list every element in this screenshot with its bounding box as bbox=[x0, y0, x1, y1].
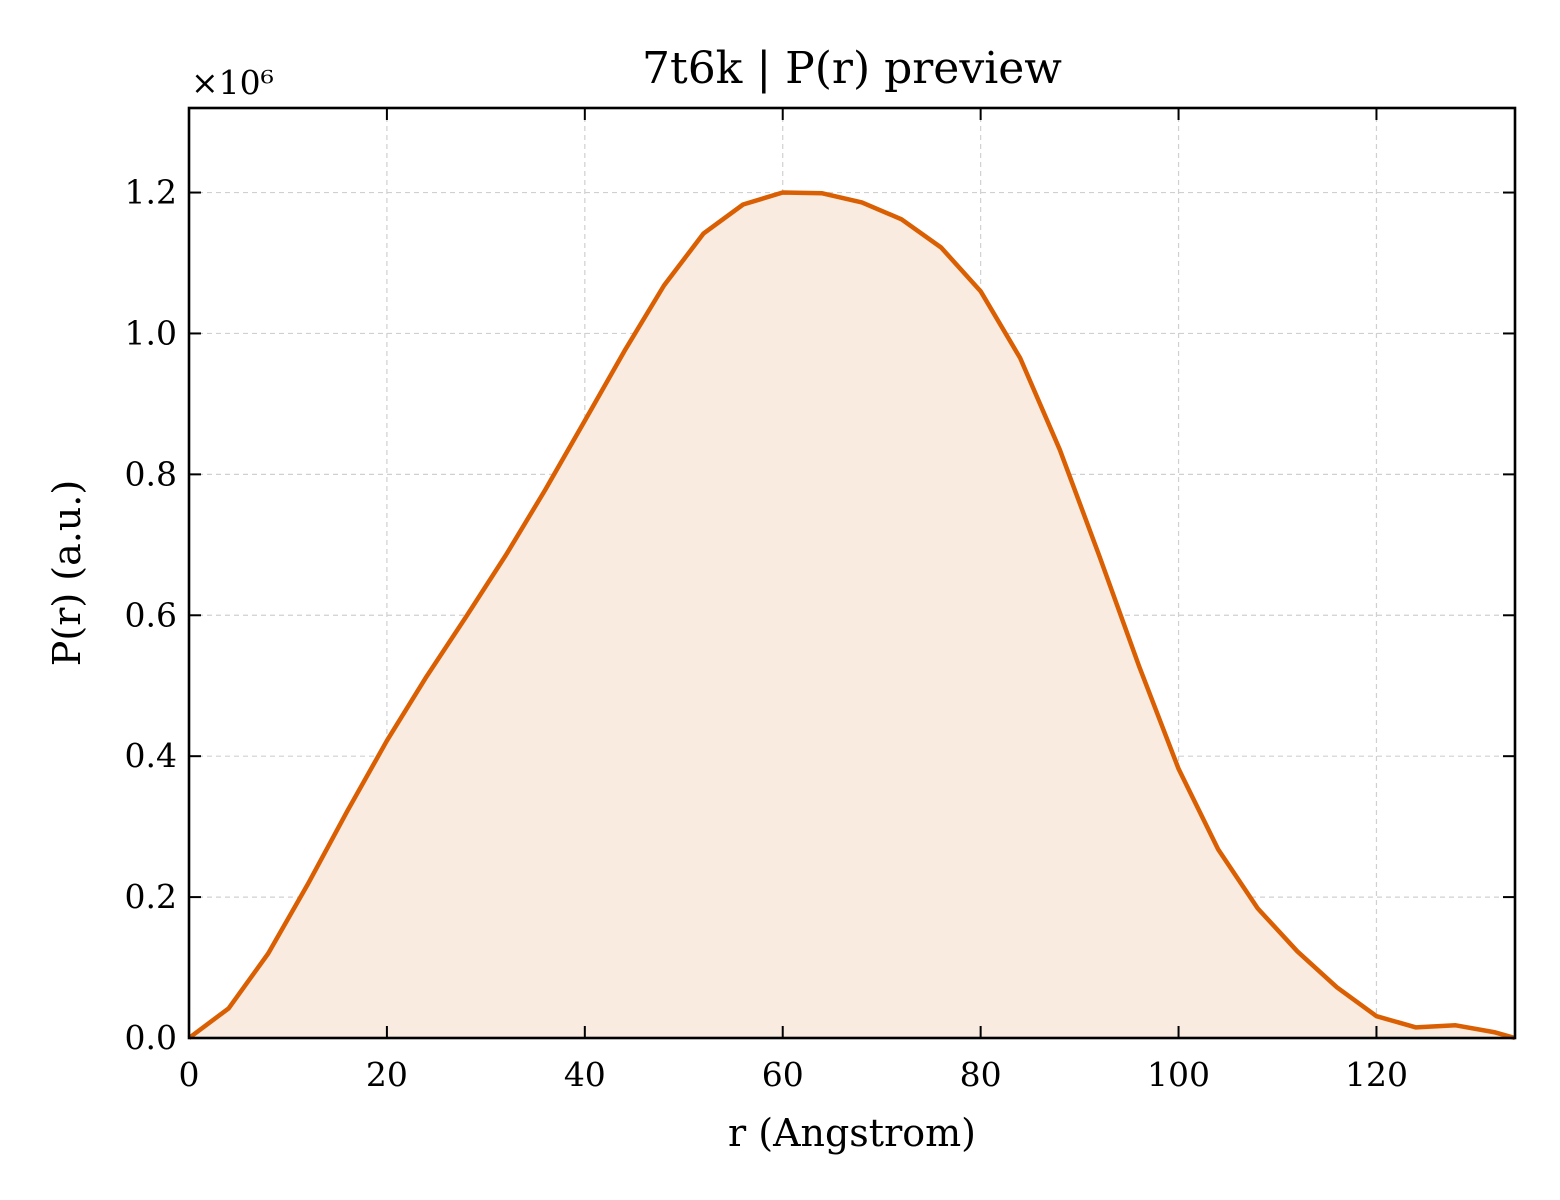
chart-title: 7t6k | P(r) preview bbox=[642, 43, 1062, 94]
area-fill bbox=[189, 192, 1515, 1038]
y-tick-label: 0.4 bbox=[125, 736, 177, 775]
y-tick-label: 0.0 bbox=[125, 1018, 177, 1057]
x-tick-label: 120 bbox=[1345, 1055, 1408, 1094]
x-tick-label: 100 bbox=[1147, 1055, 1210, 1094]
y-axis-label: P(r) (a.u.) bbox=[45, 480, 89, 666]
pr-curve-line bbox=[187, 190, 1516, 1041]
y-tick-label: 1.0 bbox=[125, 313, 177, 352]
x-tick-label: 60 bbox=[762, 1055, 804, 1094]
y-tick-label: 0.2 bbox=[125, 877, 177, 916]
y-tick-label: 0.8 bbox=[125, 454, 177, 493]
y-scale-multiplier: ×10⁶ bbox=[191, 63, 274, 102]
x-axis-label: r (Angstrom) bbox=[728, 1111, 976, 1155]
axis-ticks: 0 20 40 60 80 100 120 0.0 0.2 0.4 0.6 0.8 1.0 1.2 bbox=[125, 108, 1515, 1094]
x-tick-label: 80 bbox=[960, 1055, 1002, 1094]
plot-frame bbox=[187, 106, 1517, 1040]
x-tick-label: 40 bbox=[564, 1055, 606, 1094]
x-tick-label: 0 bbox=[179, 1055, 200, 1094]
x-tick-label: 20 bbox=[366, 1055, 408, 1094]
y-tick-label: 0.6 bbox=[125, 595, 177, 634]
y-tick-label: 1.2 bbox=[125, 173, 177, 212]
